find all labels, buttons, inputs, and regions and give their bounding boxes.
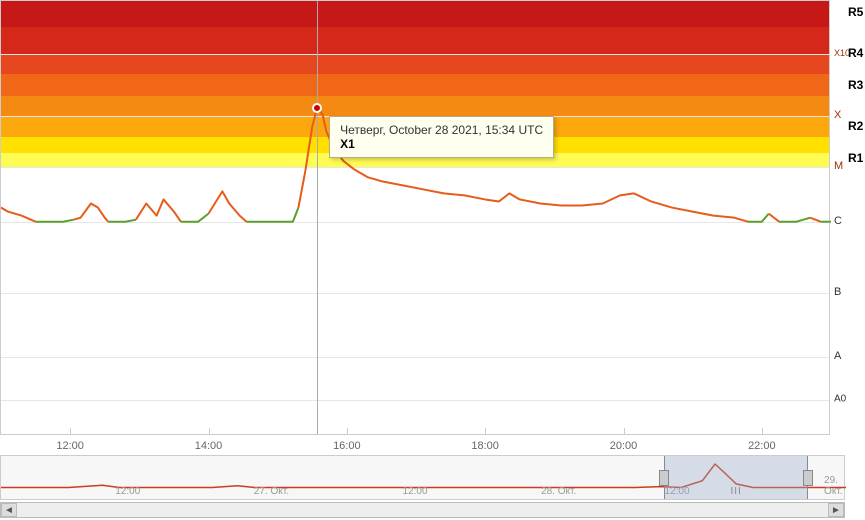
- x-tick-label: 22:00: [748, 440, 776, 452]
- x-tick-label: 18:00: [471, 440, 499, 452]
- r-scale-label: R2: [848, 119, 863, 133]
- chart-container: 12:00 14:00 16:00 18:00 20:00 22:00 Четверг, O…: [0, 0, 865, 520]
- nav-tick-label: 27. Окт.: [254, 486, 289, 497]
- scroll-right-button[interactable]: ►: [828, 503, 844, 517]
- x-tick-line: [762, 428, 763, 434]
- y-axis-letter: X: [830, 109, 841, 121]
- r-scale-label: R1: [848, 151, 863, 165]
- tooltip-timestamp: Четверг, October 28 2021, 15:34 UTC: [340, 123, 543, 137]
- main-chart-area[interactable]: 12:0014:0016:0018:0020:0022:00Четверг, O…: [0, 0, 830, 435]
- r-scale-label: R4: [848, 46, 863, 60]
- y-axis-letter: M: [830, 160, 843, 172]
- nav-tick-label: 28. Окт.: [541, 486, 576, 497]
- hover-tooltip: Четверг, October 28 2021, 15:34 UTCX1: [329, 116, 554, 158]
- r-scale-label: R5: [848, 5, 863, 19]
- x-tick-label: 16:00: [333, 440, 361, 452]
- tooltip-value: X1: [340, 137, 543, 151]
- nav-tick-label: 12:00: [115, 486, 140, 497]
- nav-grip-icon[interactable]: III: [730, 486, 741, 497]
- x-tick-label: 14:00: [195, 440, 223, 452]
- scrollbar[interactable]: ◄ ►: [0, 502, 845, 518]
- x-tick-line: [485, 428, 486, 434]
- peak-marker: [312, 103, 322, 113]
- y-axis-letter: B: [830, 286, 841, 298]
- navigator-panel[interactable]: 12:0027. Окт.12:0028. Окт.12:0029. Окт.I…: [0, 455, 845, 500]
- y-axis-letter: A0: [830, 393, 846, 404]
- nav-selection-window[interactable]: III: [664, 456, 808, 499]
- x-tick-label: 20:00: [610, 440, 638, 452]
- y-axis-letter: C: [830, 215, 842, 227]
- nav-tick-label: 12:00: [403, 486, 428, 497]
- scroll-left-button[interactable]: ◄: [1, 503, 17, 517]
- x-tick-line: [624, 428, 625, 434]
- x-tick-label: 12:00: [56, 440, 84, 452]
- nav-handle-left[interactable]: [659, 470, 669, 486]
- nav-tick-label: 29. Окт.: [824, 475, 843, 497]
- x-tick-line: [347, 428, 348, 434]
- nav-handle-right[interactable]: [803, 470, 813, 486]
- data-series: [1, 1, 831, 406]
- x-tick-line: [70, 428, 71, 434]
- y-axis-letter: X10: [830, 48, 850, 58]
- y-axis-letter: A: [830, 350, 841, 362]
- r-scale-label: R3: [848, 78, 863, 92]
- x-tick-line: [209, 428, 210, 434]
